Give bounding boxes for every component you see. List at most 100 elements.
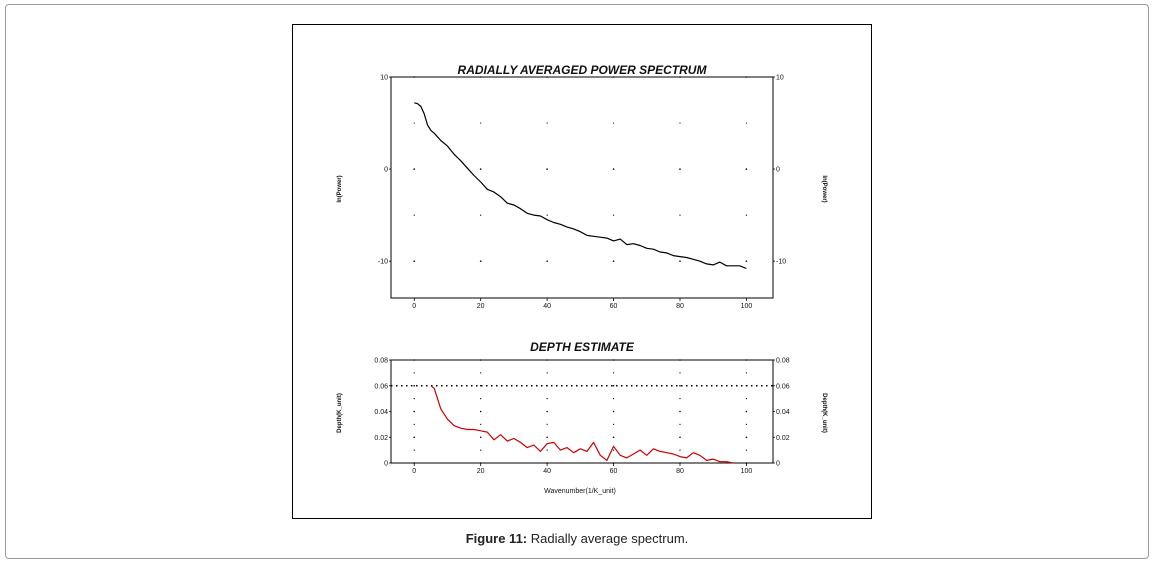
grid-dot xyxy=(480,423,482,425)
grid-dot xyxy=(546,423,548,425)
grid-dot xyxy=(479,436,482,439)
depth-plot-area xyxy=(390,359,774,464)
x-tick-label: 60 xyxy=(610,303,618,310)
grid-dot xyxy=(546,449,548,451)
y-tick-label-left: 0.02 xyxy=(374,435,388,442)
grid-dot xyxy=(745,122,748,124)
grid-dot xyxy=(413,436,416,439)
y-tick-label-right: 0.06 xyxy=(776,383,790,390)
spectrum-grid xyxy=(413,76,748,262)
grid-dot xyxy=(413,410,416,413)
grid-dot xyxy=(546,168,548,170)
y-tick-label-right: 10 xyxy=(776,75,784,82)
x-tick-label: 80 xyxy=(676,303,684,310)
grid-dot xyxy=(679,384,681,387)
grid-dot xyxy=(679,122,681,124)
grid-dot xyxy=(413,122,415,124)
grid-dot xyxy=(612,359,615,361)
grid-dot xyxy=(612,436,615,439)
grid-dot xyxy=(745,436,748,439)
grid-dot xyxy=(612,372,615,374)
grid-dot xyxy=(612,384,615,387)
grid-dot xyxy=(679,449,681,451)
grid-dot xyxy=(679,260,681,262)
grid-dot xyxy=(745,168,748,170)
grid-dot xyxy=(745,410,748,413)
grid-dot xyxy=(546,76,548,78)
grid-dot xyxy=(612,260,615,262)
series-line xyxy=(414,102,747,270)
grid-dot xyxy=(612,76,615,78)
y-tick-label-right: 0 xyxy=(776,461,780,468)
depth-series xyxy=(430,385,734,464)
grid-dot xyxy=(745,214,748,216)
depth-title: DEPTH ESTIMATE xyxy=(530,340,635,354)
grid-dot xyxy=(612,449,615,451)
spectrum-ylabel-left: ln(Power) xyxy=(337,175,343,202)
grid-dot xyxy=(679,372,681,374)
x-tick-label: 60 xyxy=(610,468,618,475)
grid-dot xyxy=(479,76,482,78)
grid-dot xyxy=(679,398,681,400)
grid-dot xyxy=(745,449,748,451)
y-tick-label-left: 10 xyxy=(380,75,388,82)
grid-dot xyxy=(480,372,482,374)
depth-ylabel-left: Depth(K_unit) xyxy=(337,393,343,433)
grid-dot xyxy=(413,214,415,216)
grid-dot xyxy=(413,76,416,78)
grid-dot xyxy=(413,449,415,451)
grid-dot xyxy=(479,410,482,413)
spectrum-title: RADIALLY AVERAGED POWER SPECTRUM xyxy=(458,63,708,77)
x-tick-label: 80 xyxy=(676,468,684,475)
grid-dot xyxy=(612,122,615,124)
grid-dot xyxy=(480,449,482,451)
depth-ylabel-right: Depth(K_unit) xyxy=(821,393,827,433)
grid-dot xyxy=(679,168,681,170)
depth-ticks: 0 20 40 60 80 100 0 0 0.02 0.02 0.04 0.04 0.06 0.06 0.… xyxy=(374,358,789,476)
x-tick-label: 40 xyxy=(543,303,551,310)
depth-grid xyxy=(391,359,773,464)
grid-dot xyxy=(479,359,482,361)
grid-dot xyxy=(480,122,482,124)
y-tick-label-left: 0.04 xyxy=(374,409,388,416)
x-tick-label: 0 xyxy=(412,468,416,475)
grid-dot xyxy=(679,359,681,361)
y-tick-label-right: 0 xyxy=(776,167,780,174)
grid-dot xyxy=(679,436,681,439)
figure-caption: Figure 11: Radially average spectrum. xyxy=(0,531,1154,546)
grid-dot xyxy=(612,410,615,413)
grid-dot xyxy=(612,168,615,170)
grid-dot xyxy=(679,214,681,216)
grid-dot xyxy=(745,372,748,374)
x-tick-label: 0 xyxy=(412,303,416,310)
figure-frame xyxy=(292,24,872,519)
grid-dot xyxy=(413,372,415,374)
spectrum-plot-area xyxy=(390,76,774,299)
grid-dot xyxy=(745,359,748,361)
grid-dot xyxy=(612,214,615,216)
grid-dot xyxy=(745,260,748,262)
x-tick-label: 40 xyxy=(543,468,551,475)
y-tick-label-left: -10 xyxy=(378,259,388,266)
grid-dot xyxy=(546,359,548,361)
grid-dot xyxy=(413,398,415,400)
grid-dot xyxy=(413,423,415,425)
grid-dot xyxy=(479,168,482,170)
grid-dot xyxy=(413,260,416,262)
grid-dot xyxy=(546,410,548,413)
depth-xlabel: Wavenumber(1/K_unit) xyxy=(544,488,616,495)
y-tick-label-right: 0.02 xyxy=(776,435,790,442)
x-tick-label: 20 xyxy=(477,303,485,310)
spectrum-ylabel-right: ln(Power) xyxy=(821,175,827,202)
grid-dot xyxy=(612,398,615,400)
y-tick-label-right: 0.04 xyxy=(776,409,790,416)
x-tick-label: 20 xyxy=(477,468,485,475)
caption-text: Radially average spectrum. xyxy=(527,531,689,546)
spectrum-series xyxy=(414,102,747,270)
y-tick-label-left: 0 xyxy=(384,461,388,468)
grid-dot xyxy=(612,423,615,425)
grid-dot xyxy=(745,398,748,400)
grid-dot xyxy=(546,436,548,439)
